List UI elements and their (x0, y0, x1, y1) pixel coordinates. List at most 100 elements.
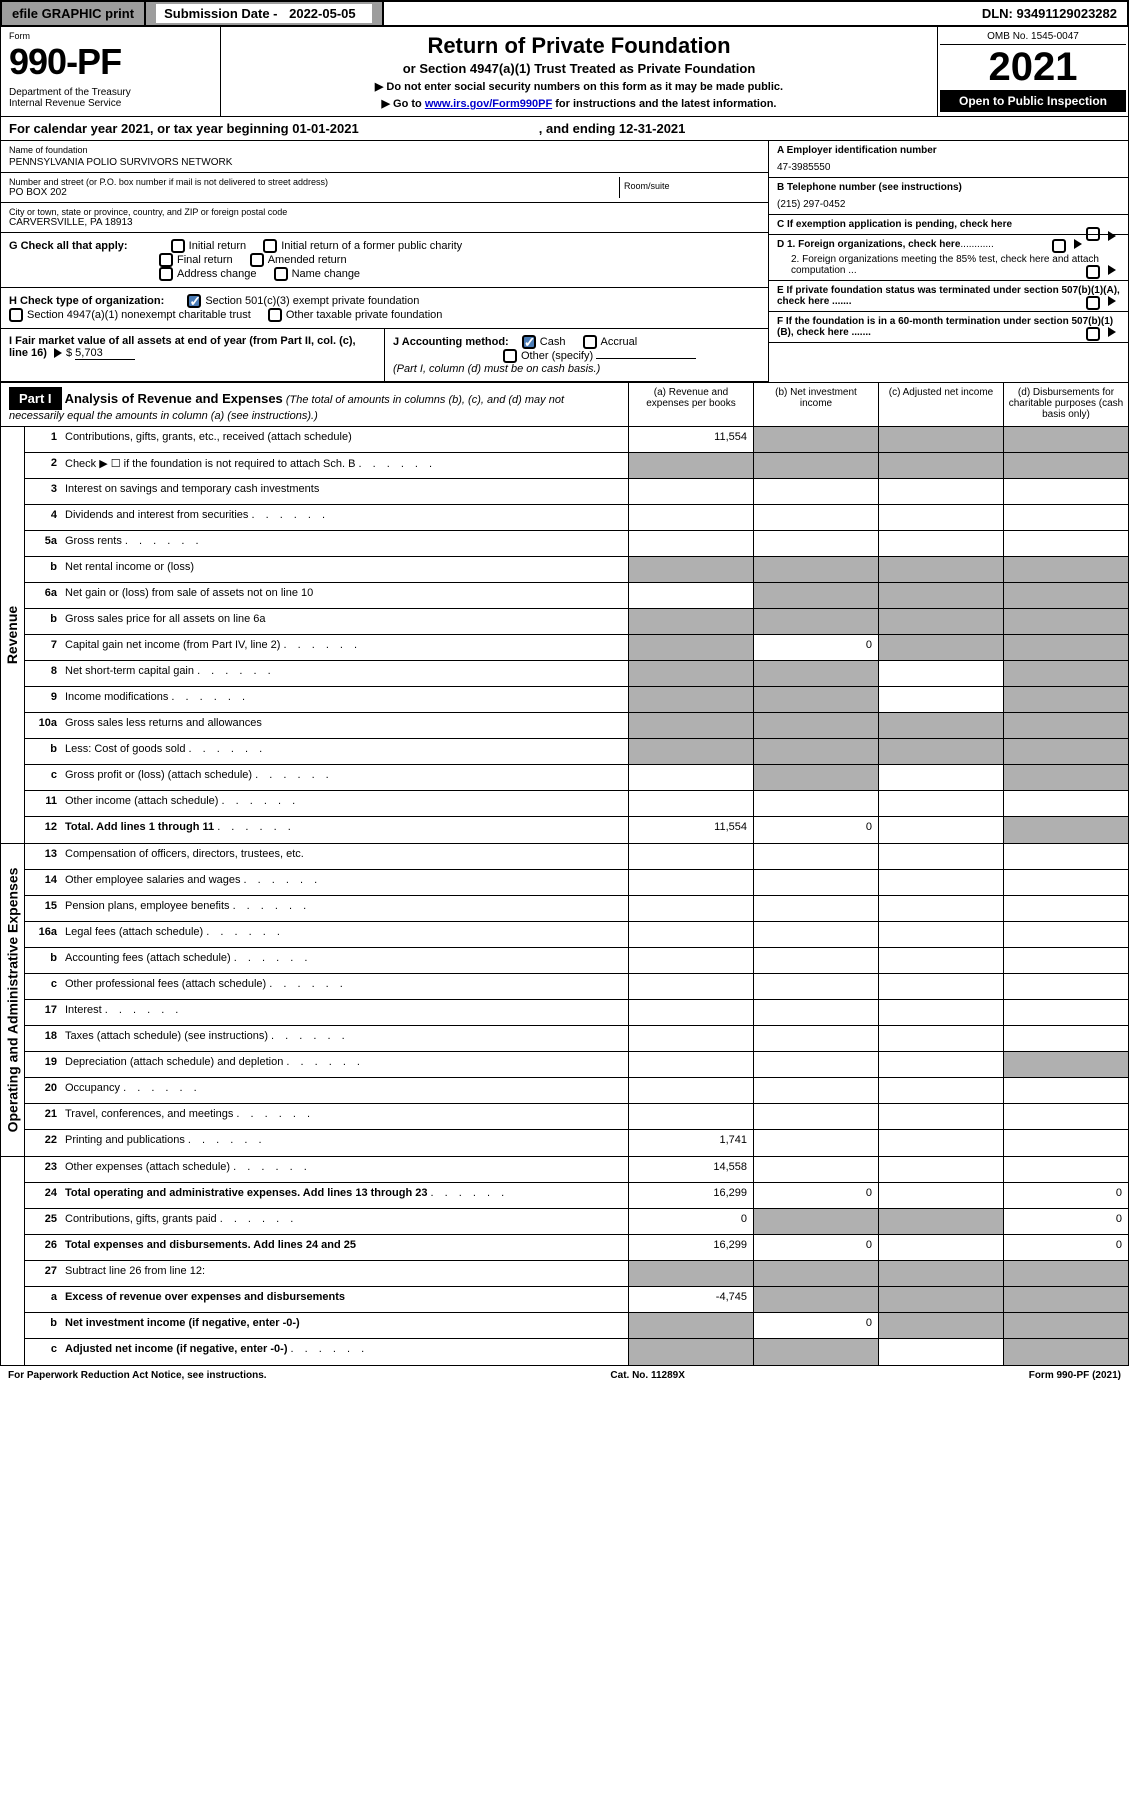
value-cell (628, 1052, 753, 1077)
title-box: Return of Private Foundation or Section … (221, 27, 938, 116)
value-cell (1003, 974, 1128, 999)
value-cell: 1,741 (628, 1130, 753, 1156)
checkbox-c[interactable] (1086, 227, 1100, 241)
line-number: 21 (25, 1104, 61, 1129)
section-e: E If private foundation status was termi… (769, 281, 1128, 312)
value-cell (1003, 1339, 1128, 1365)
value-cell (878, 453, 1003, 478)
table-row: 16aLegal fees (attach schedule) . . . . … (25, 922, 1128, 948)
value-cell (878, 1235, 1003, 1260)
checkbox-initial-return[interactable] (171, 239, 185, 253)
value-cell (1003, 1287, 1128, 1312)
line-number: a (25, 1287, 61, 1312)
value-cell (878, 791, 1003, 816)
revenue-rows: 1Contributions, gifts, grants, etc., rec… (25, 427, 1128, 843)
line-description: Pension plans, employee benefits . . . .… (61, 896, 628, 921)
line-description: Interest on savings and temporary cash i… (61, 479, 628, 504)
value-cell (878, 557, 1003, 582)
value-cell: 0 (753, 817, 878, 843)
table-row: 23Other expenses (attach schedule) . . .… (25, 1157, 1128, 1183)
checkbox-accrual[interactable] (583, 335, 597, 349)
value-cell (878, 427, 1003, 452)
table-row: 1Contributions, gifts, grants, etc., rec… (25, 427, 1128, 453)
calendar-year-row: For calendar year 2021, or tax year begi… (0, 117, 1129, 141)
checkbox-name-change[interactable] (274, 267, 288, 281)
line-number: 3 (25, 479, 61, 504)
value-cell (628, 791, 753, 816)
line-number: 8 (25, 661, 61, 686)
value-cell (628, 844, 753, 869)
value-cell (753, 1130, 878, 1156)
checkbox-amended[interactable] (250, 253, 264, 267)
checkbox-other-taxable[interactable] (268, 308, 282, 322)
dept-text: Department of the Treasury Internal Reve… (9, 87, 212, 109)
checkbox-4947a1[interactable] (9, 308, 23, 322)
table-row: bNet investment income (if negative, ent… (25, 1313, 1128, 1339)
line-description: Check ▶ ☐ if the foundation is not requi… (61, 453, 628, 478)
checkbox-final-return[interactable] (159, 253, 173, 267)
line-description: Dividends and interest from securities .… (61, 505, 628, 530)
checkbox-initial-former[interactable] (263, 239, 277, 253)
expense-rows: 13Compensation of officers, directors, t… (25, 844, 1128, 1156)
line-description: Taxes (attach schedule) (see instruction… (61, 1026, 628, 1051)
table-row: 27Subtract line 26 from line 12: (25, 1261, 1128, 1287)
value-cell (878, 1157, 1003, 1182)
footer-right: Form 990-PF (2021) (1029, 1370, 1121, 1381)
line-description: Legal fees (attach schedule) . . . . . . (61, 922, 628, 947)
value-cell (753, 531, 878, 556)
table-row: 11Other income (attach schedule) . . . .… (25, 791, 1128, 817)
line-description: Net short-term capital gain . . . . . . (61, 661, 628, 686)
line-description: Net rental income or (loss) (61, 557, 628, 582)
table-row: 4Dividends and interest from securities … (25, 505, 1128, 531)
value-cell (878, 1052, 1003, 1077)
table-row: bGross sales price for all assets on lin… (25, 609, 1128, 635)
g-label: G Check all that apply: (9, 240, 128, 252)
checkbox-501c3[interactable] (187, 294, 201, 308)
table-row: 22Printing and publications . . . . . .1… (25, 1130, 1128, 1156)
checkbox-d1[interactable] (1052, 239, 1066, 253)
value-cell (1003, 583, 1128, 608)
name-label: Name of foundation (9, 145, 760, 155)
form-link[interactable]: www.irs.gov/Form990PF (425, 98, 552, 110)
value-cell: -4,745 (628, 1287, 753, 1312)
value-cell (878, 922, 1003, 947)
table-row: cGross profit or (loss) (attach schedule… (25, 765, 1128, 791)
value-cell (1003, 1261, 1128, 1286)
value-cell (1003, 1157, 1128, 1182)
line-description: Income modifications . . . . . . (61, 687, 628, 712)
line-number: b (25, 948, 61, 973)
checkbox-f[interactable] (1086, 327, 1100, 341)
value-cell (1003, 713, 1128, 738)
h-label: H Check type of organization: (9, 295, 164, 307)
checkbox-e[interactable] (1086, 296, 1100, 310)
line-description: Other expenses (attach schedule) . . . .… (61, 1157, 628, 1182)
line-description: Compensation of officers, directors, tru… (61, 844, 628, 869)
checkbox-d2[interactable] (1086, 265, 1100, 279)
value-cell (753, 479, 878, 504)
line-description: Less: Cost of goods sold . . . . . . (61, 739, 628, 764)
line-description: Excess of revenue over expenses and disb… (61, 1287, 628, 1312)
line-description: Occupancy . . . . . . (61, 1078, 628, 1103)
value-cell (753, 948, 878, 973)
checkbox-addr-change[interactable] (159, 267, 173, 281)
line-number: b (25, 609, 61, 634)
checkbox-other-method[interactable] (503, 349, 517, 363)
value-cell (878, 1104, 1003, 1129)
efile-print-button[interactable]: efile GRAPHIC print (2, 2, 146, 25)
line-number: 6a (25, 583, 61, 608)
line-description: Accounting fees (attach schedule) . . . … (61, 948, 628, 973)
value-cell (1003, 739, 1128, 764)
value-cell (1003, 531, 1128, 556)
main-title: Return of Private Foundation (227, 33, 931, 59)
checkbox-cash[interactable] (522, 335, 536, 349)
value-cell: 0 (628, 1209, 753, 1234)
value-cell (878, 896, 1003, 921)
value-cell (1003, 922, 1128, 947)
value-cell (628, 713, 753, 738)
value-cell (878, 1261, 1003, 1286)
value-cell (1003, 635, 1128, 660)
line-description: Total. Add lines 1 through 11 . . . . . … (61, 817, 628, 843)
col-d-header: (d) Disbursements for charitable purpose… (1003, 383, 1128, 426)
line-description: Gross profit or (loss) (attach schedule)… (61, 765, 628, 790)
line-number: 17 (25, 1000, 61, 1025)
